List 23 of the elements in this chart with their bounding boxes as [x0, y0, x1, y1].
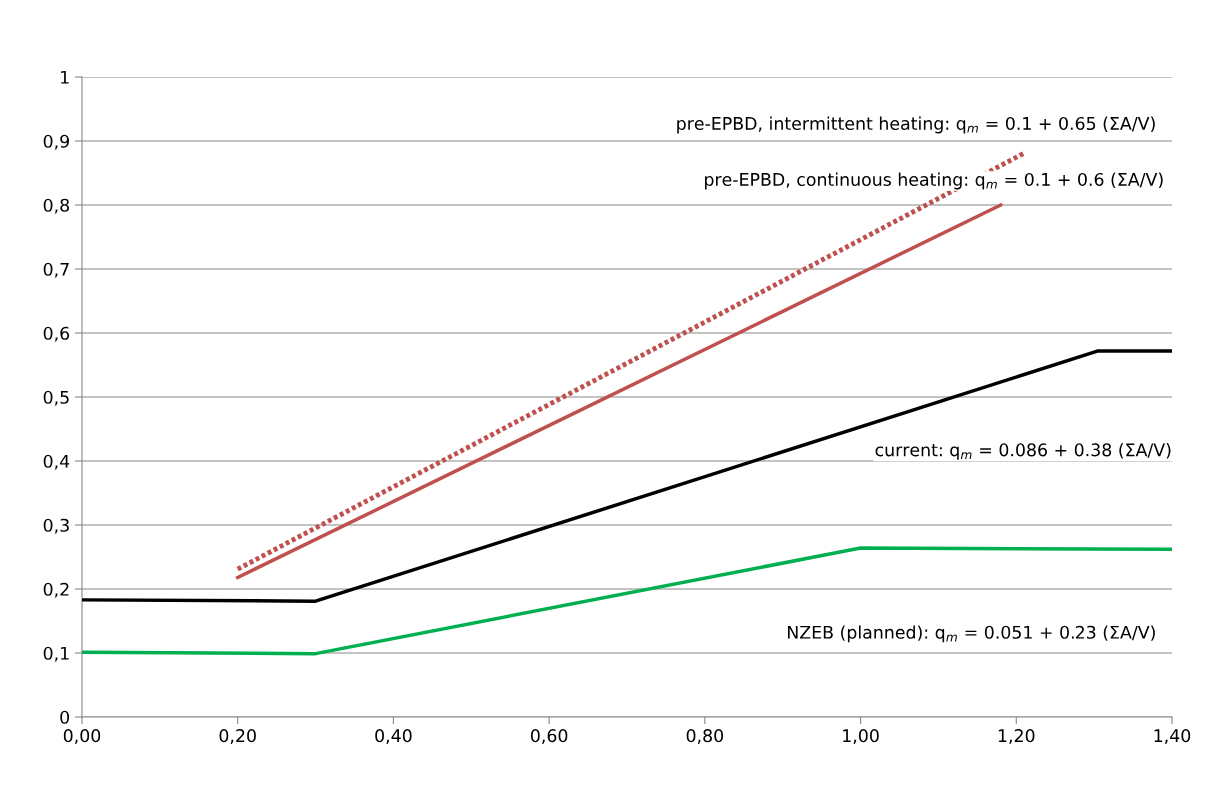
y-tick-label: 0,3: [43, 518, 69, 534]
y-tick-label: 0,2: [43, 582, 69, 598]
text: pre-EPBD, intermittent heating: q$_{m}$ = 0.1 + 0.65 (ΣA/V): [677, 116, 1155, 134]
y-tick-label: 0,6: [43, 326, 70, 342]
x-tick-label: 1,40: [1154, 729, 1191, 745]
x-tick-label: 1,00: [843, 729, 879, 745]
y-tick-label: 0: [60, 710, 70, 724]
y-tick-label: 0,9: [43, 134, 69, 150]
annotation: NZEB (planned): q$_{m}$ = 0.051 + 0.23 (ΣA/V): [787, 625, 1155, 643]
y-tick-label: 0,8: [43, 198, 70, 214]
y-tick-label: 0,1: [43, 646, 69, 662]
x-tick-label: 0,00: [63, 729, 101, 745]
text: pre-EPBD, continuous heating: q$_{m}$ = 0.1 + 0.6 (ΣA/V): [705, 172, 1163, 190]
x-tick-label: 1,20: [998, 729, 1035, 745]
y-tick-label: 0,7: [43, 262, 69, 278]
y-tick-label: 1: [61, 70, 69, 84]
x-tick-label: 0,60: [530, 729, 568, 745]
x-tick-label: 0,80: [686, 729, 724, 745]
y-tick-label: 0,5: [43, 390, 69, 406]
y-tick-label: 0,4: [43, 454, 70, 470]
x-tick-label: 0,40: [375, 729, 412, 745]
x-tick-label: 0,20: [219, 729, 256, 745]
series-label: current: q$_{m}$ = 0.086 + 0.38 (ΣA/V): [875, 442, 1171, 460]
